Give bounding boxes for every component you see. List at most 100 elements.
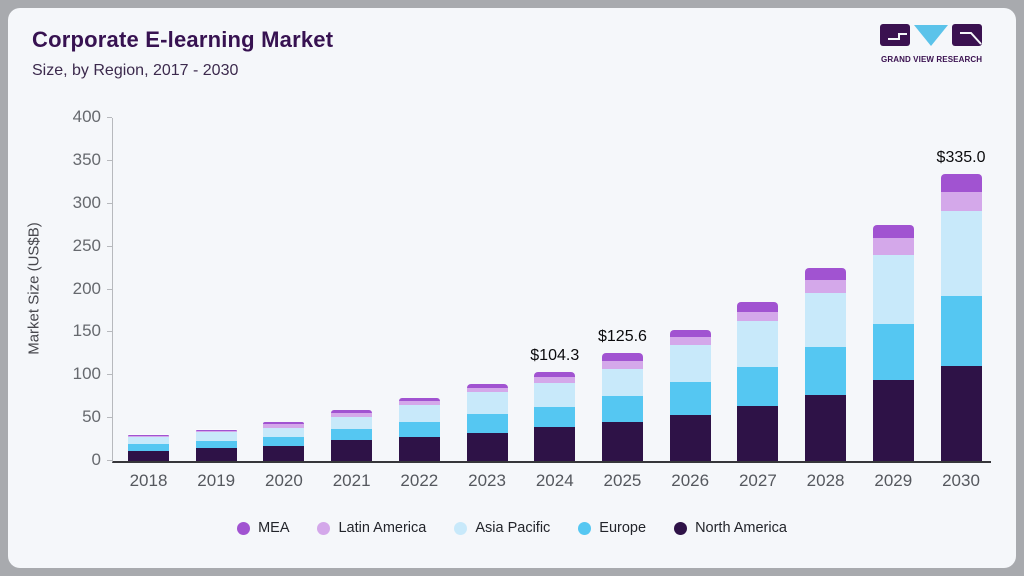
legend-item-mea: MEA bbox=[237, 520, 289, 536]
bar-segment-2018-europe bbox=[128, 443, 169, 451]
bar-segment-2019-mea bbox=[195, 429, 237, 431]
bar-segment-2019-latin-america bbox=[195, 430, 237, 432]
bar-2022 bbox=[398, 397, 440, 461]
x-tick-label-2026: 2026 bbox=[671, 471, 710, 490]
y-tick-label: 0 bbox=[91, 450, 101, 469]
bar-segment-2019-north-america bbox=[195, 448, 237, 461]
legend-swatch-icon bbox=[237, 521, 251, 535]
bar-segment-2018-latin-america bbox=[128, 436, 169, 438]
legend-label: Europe bbox=[599, 520, 647, 536]
value-label-2025: $125.6 bbox=[598, 328, 647, 346]
y-tick-mark bbox=[107, 288, 112, 290]
bar-segment-2020-asia-pacific bbox=[263, 428, 305, 437]
y-tick-mark bbox=[107, 331, 112, 333]
bar-segment-2023-europe bbox=[466, 414, 508, 434]
bar-segment-2025-asia-pacific bbox=[601, 368, 643, 396]
bar-segment-2026-mea bbox=[669, 329, 711, 338]
bar-segment-2030-mea bbox=[940, 173, 982, 192]
bar-segment-2030-north-america bbox=[940, 366, 982, 461]
legend-swatch-icon bbox=[454, 521, 468, 535]
x-tick-label-2024: 2024 bbox=[535, 471, 574, 490]
bar-2021 bbox=[331, 409, 373, 461]
x-tick-label-2018: 2018 bbox=[129, 471, 168, 490]
plot-area: 0 50 100 150 200 250 300 350 400 2018 2019 2020 2021… bbox=[73, 107, 991, 490]
y-tick-mark bbox=[107, 245, 112, 247]
bar-2020 bbox=[263, 421, 305, 461]
x-tick-label-2029: 2029 bbox=[874, 471, 913, 490]
legend-swatch-icon bbox=[317, 521, 331, 535]
x-tick-label-2020: 2020 bbox=[264, 471, 303, 490]
bar-segment-2024-mea bbox=[534, 371, 576, 377]
value-label-2030: $335.0 bbox=[936, 148, 986, 166]
bar-segment-2030-asia-pacific bbox=[940, 210, 982, 296]
y-tick-label: 50 bbox=[82, 407, 101, 427]
bar-segment-2028-north-america bbox=[805, 394, 847, 461]
bar-segment-2018-asia-pacific bbox=[128, 437, 169, 444]
bar-segment-2024-europe bbox=[534, 406, 576, 428]
bar-segment-2024-latin-america bbox=[534, 376, 576, 384]
bar-2023 bbox=[466, 384, 508, 461]
y-tick-mark bbox=[107, 417, 112, 419]
x-tick-label-2019: 2019 bbox=[197, 471, 236, 490]
chart-legend: MEA Latin America Asia Pacific Europe North … bbox=[8, 520, 1016, 536]
legend-item-latin-america: Latin America bbox=[317, 520, 426, 536]
x-tick-label-2025: 2025 bbox=[603, 471, 642, 490]
legend-item-europe: Europe bbox=[578, 520, 646, 536]
bar-segment-2026-asia-pacific bbox=[669, 345, 711, 383]
bar-segment-2019-asia-pacific bbox=[195, 431, 237, 442]
bar-segment-2021-asia-pacific bbox=[331, 417, 373, 429]
bar-segment-2028-latin-america bbox=[805, 280, 847, 293]
bar-segment-2025-north-america bbox=[601, 421, 643, 461]
legend-item-north-america: North America bbox=[674, 520, 787, 536]
logo-wordmark: GRAND VIEW RESEARCH bbox=[881, 55, 983, 64]
bar-segment-2021-europe bbox=[331, 428, 373, 441]
bar-segment-2027-latin-america bbox=[737, 311, 779, 322]
logo-r-block bbox=[952, 24, 982, 46]
bar-segment-2021-latin-america bbox=[331, 412, 373, 418]
bar-2029 bbox=[872, 225, 914, 461]
bar-segment-2018-north-america bbox=[128, 450, 169, 461]
value-label-2024: $104.3 bbox=[530, 346, 580, 364]
bar-segment-2019-europe bbox=[195, 441, 237, 449]
x-tick-label-2022: 2022 bbox=[400, 471, 439, 490]
bar-segment-2026-north-america bbox=[669, 414, 711, 461]
grand-view-research-logo: GRAND VIEW RESEARCH bbox=[880, 24, 983, 64]
legend-label: Latin America bbox=[338, 520, 427, 536]
bar-segment-2022-north-america bbox=[398, 437, 440, 461]
bar-segment-2028-europe bbox=[805, 346, 847, 395]
bar-2018 bbox=[128, 435, 169, 461]
bar-segment-2027-europe bbox=[737, 367, 779, 407]
bar-segment-2020-north-america bbox=[263, 446, 305, 461]
x-tick-label-2023: 2023 bbox=[468, 471, 506, 490]
bar-segment-2028-asia-pacific bbox=[805, 292, 847, 347]
bar-2030 bbox=[940, 173, 982, 461]
y-tick-mark bbox=[107, 374, 112, 376]
y-axis-title: Market Size (US$B) bbox=[25, 222, 43, 355]
bar-2027 bbox=[737, 302, 779, 461]
x-tick-label-2028: 2028 bbox=[806, 471, 845, 490]
bar-segment-2027-asia-pacific bbox=[737, 321, 779, 368]
y-tick-mark bbox=[107, 460, 112, 461]
bar-segment-2026-europe bbox=[669, 382, 711, 415]
bar-segment-2029-latin-america bbox=[872, 238, 914, 256]
bar-segment-2029-mea bbox=[872, 225, 914, 239]
page-subtitle: Size, by Region, 2017 - 2030 bbox=[32, 62, 239, 79]
bar-segment-2024-asia-pacific bbox=[534, 383, 576, 407]
x-tick-label-2027: 2027 bbox=[738, 471, 777, 490]
bar-segment-2025-latin-america bbox=[601, 361, 643, 369]
bar-segment-2022-asia-pacific bbox=[398, 405, 440, 422]
bar-segment-2024-north-america bbox=[534, 427, 576, 461]
bar-segment-2025-mea bbox=[601, 353, 643, 362]
y-tick-label: 350 bbox=[72, 149, 101, 169]
bar-segment-2030-latin-america bbox=[940, 191, 982, 211]
y-tick-label: 150 bbox=[72, 321, 101, 341]
bar-segment-2030-europe bbox=[940, 295, 982, 367]
bar-segment-2023-north-america bbox=[466, 433, 508, 461]
bar-2026 bbox=[669, 329, 711, 461]
bar-segment-2023-mea bbox=[466, 384, 508, 389]
y-tick-label: 100 bbox=[72, 364, 101, 384]
page-title: Corporate E-learning Market bbox=[32, 27, 334, 52]
bar-segment-2020-mea bbox=[263, 421, 305, 424]
bar-segment-2023-latin-america bbox=[466, 388, 508, 393]
bar-segment-2022-mea bbox=[398, 397, 440, 401]
